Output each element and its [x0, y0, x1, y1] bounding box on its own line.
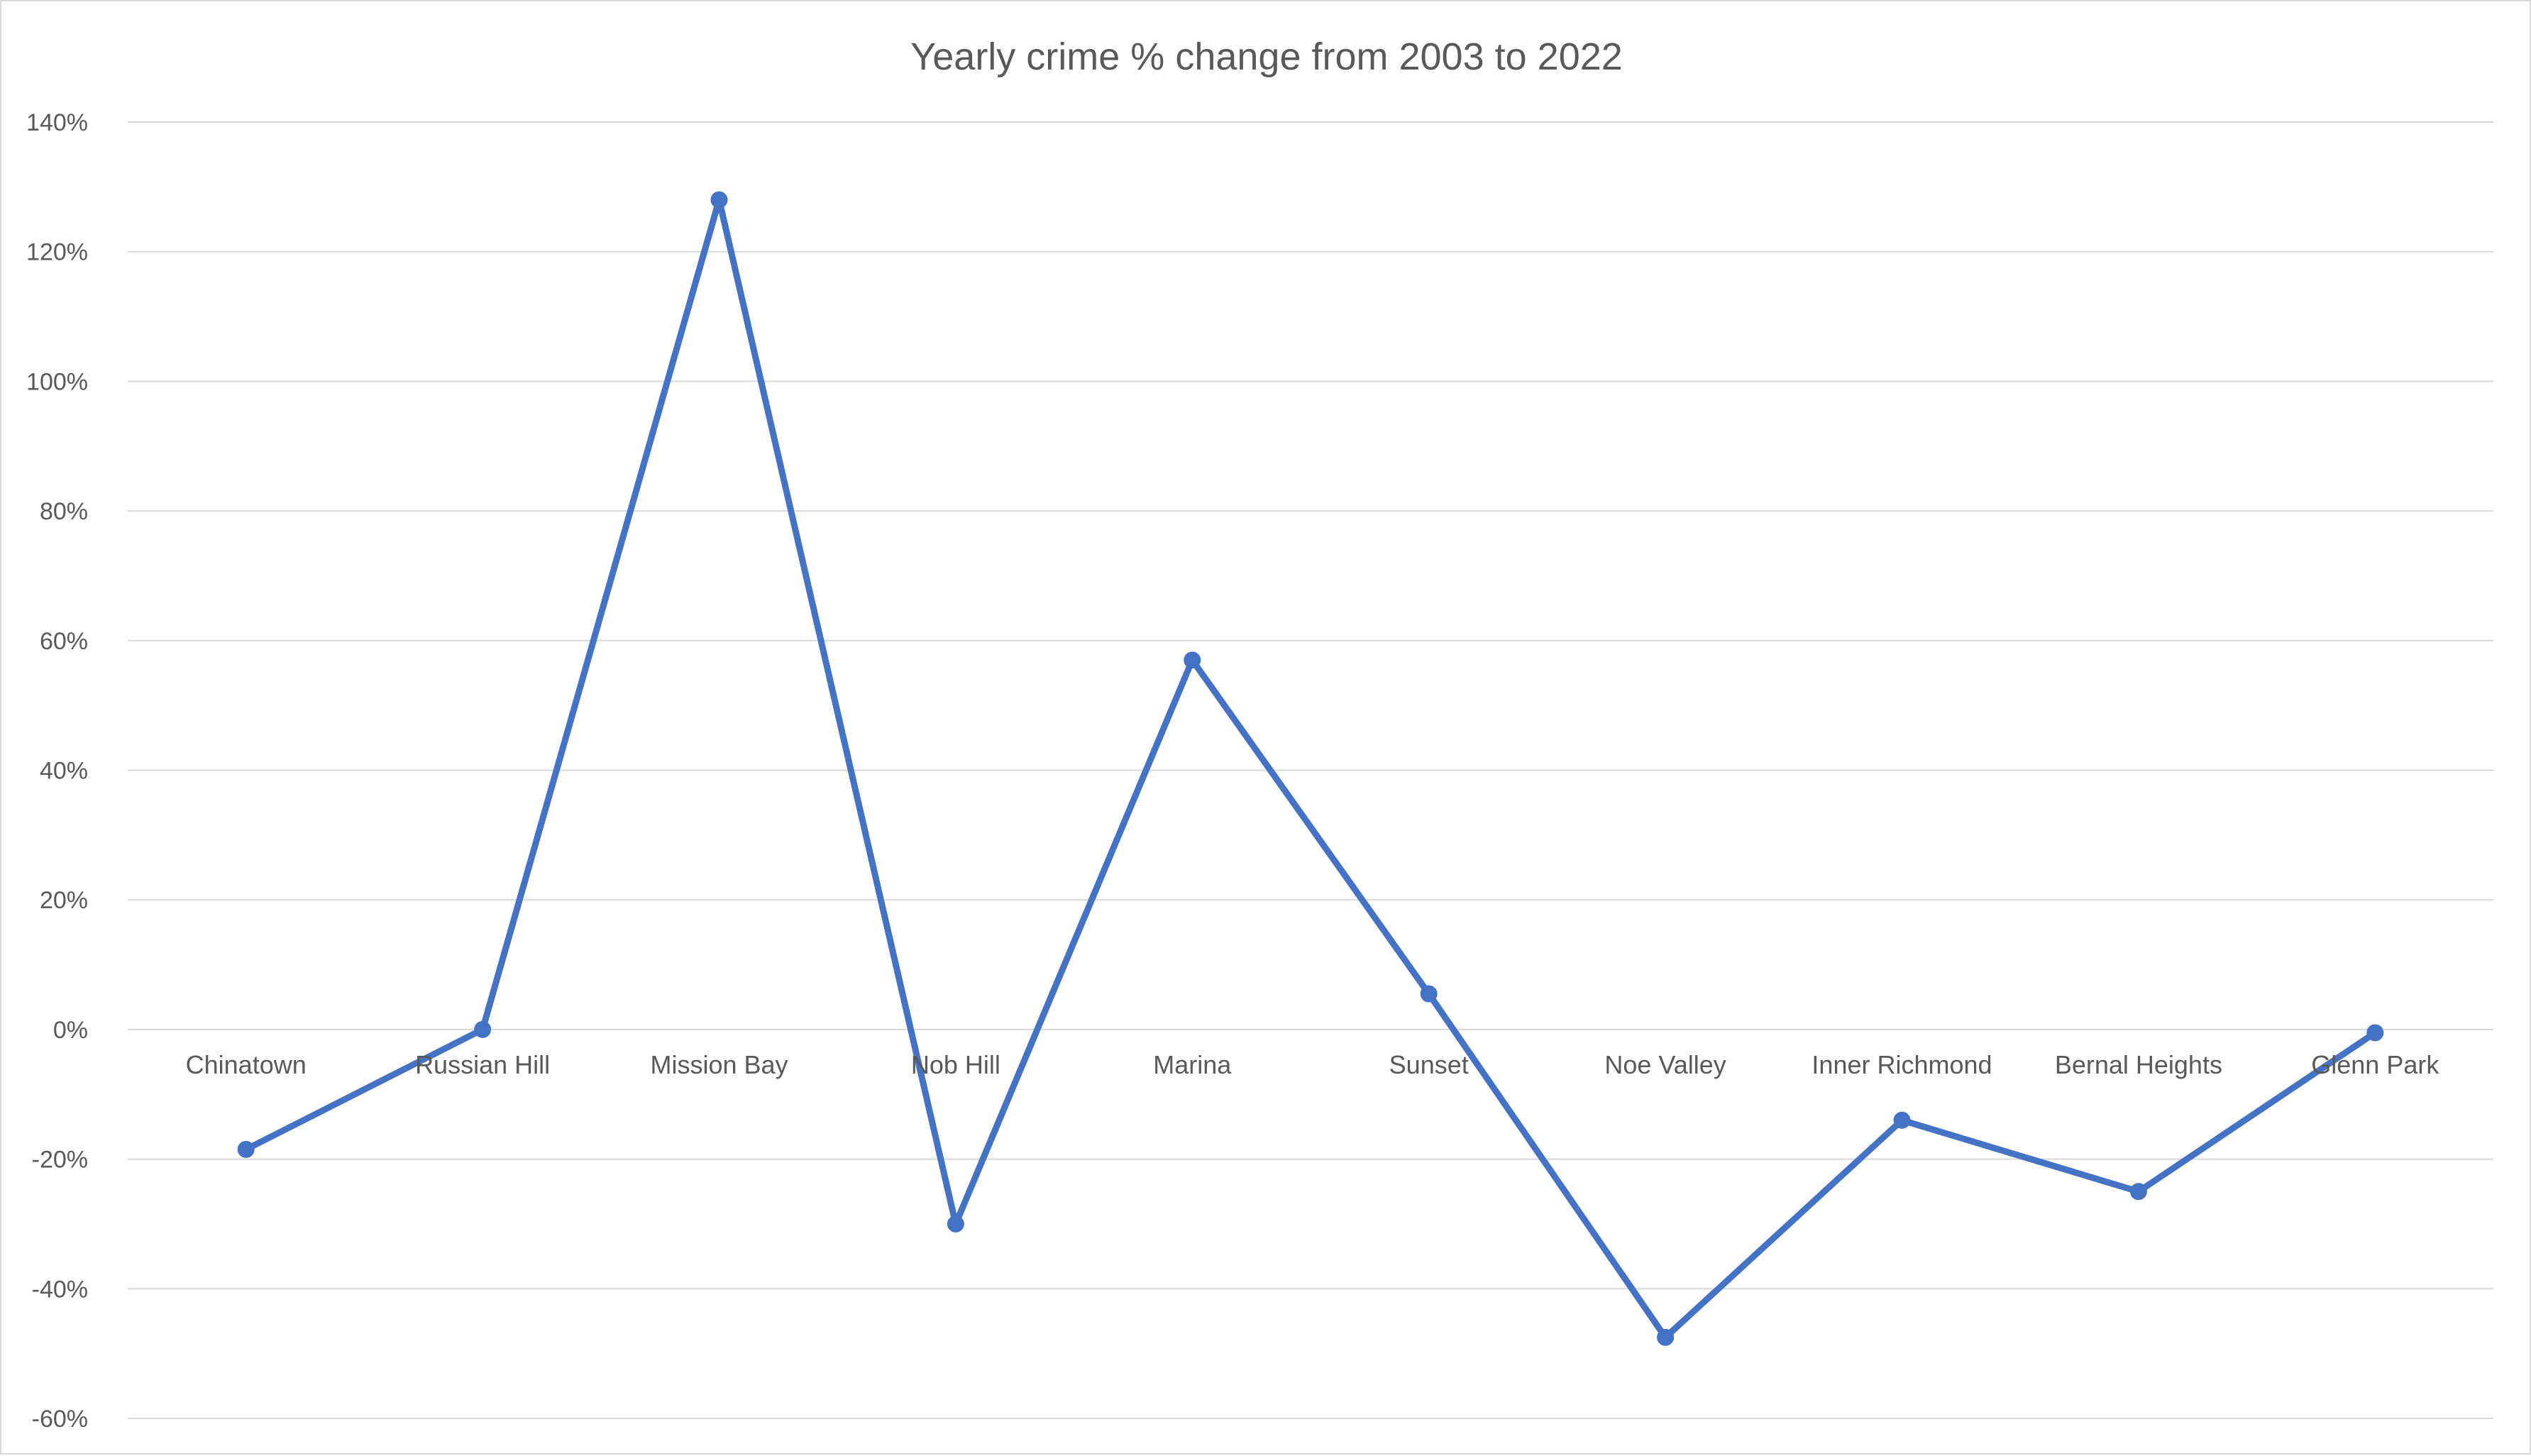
- series-line: [243, 197, 2378, 1341]
- y-axis-tick-labels: 140% 120% 100% 80% 60% 40% 20% 0% -20% -40% -60%: [26, 109, 88, 1433]
- data-point: [1420, 985, 1438, 1003]
- data-point: [474, 1020, 492, 1038]
- category-labels: Chinatown Russian Hill Mission Bay Nob Hill…: [186, 1050, 2440, 1079]
- x-category-label: Chinatown: [186, 1050, 307, 1079]
- x-category-label: Bernal Heights: [2055, 1050, 2222, 1079]
- y-tick-label: -60%: [32, 1406, 88, 1433]
- data-point: [710, 191, 728, 209]
- data-point: [1657, 1328, 1675, 1346]
- x-category-label: Russian Hill: [415, 1050, 550, 1079]
- x-category-label: Noe Valley: [1604, 1050, 1726, 1079]
- x-category-label: Sunset: [1389, 1050, 1469, 1079]
- y-tick-label: 140%: [26, 109, 88, 136]
- y-tick-label: 40%: [40, 758, 88, 785]
- x-category-label: Marina: [1153, 1050, 1232, 1079]
- data-point: [237, 1140, 255, 1158]
- data-point: [2366, 1024, 2384, 1042]
- y-tick-label: 120%: [26, 239, 88, 266]
- data-point: [1184, 651, 1201, 669]
- x-category-label: Inner Richmond: [1812, 1050, 1992, 1079]
- data-point: [947, 1215, 964, 1232]
- x-category-label: Nob Hill: [911, 1050, 1000, 1079]
- x-category-label: Mission Bay: [650, 1050, 788, 1079]
- y-tick-label: 100%: [26, 368, 88, 395]
- y-tick-label: 60%: [40, 628, 88, 655]
- data-points: [237, 191, 2384, 1346]
- y-tick-label: -20%: [32, 1147, 88, 1174]
- y-tick-label: 0%: [53, 1017, 88, 1044]
- x-category-label: Glenn Park: [2311, 1050, 2439, 1079]
- data-point: [2129, 1183, 2147, 1201]
- y-tick-label: 20%: [40, 887, 88, 914]
- chart-title: Yearly crime % change from 2003 to 2022: [910, 35, 1623, 78]
- data-point: [1893, 1111, 1911, 1129]
- gridlines: [128, 121, 2493, 1419]
- series-line-layer: [243, 197, 2378, 1341]
- y-tick-label: 80%: [40, 498, 88, 525]
- y-tick-label: -40%: [32, 1276, 88, 1303]
